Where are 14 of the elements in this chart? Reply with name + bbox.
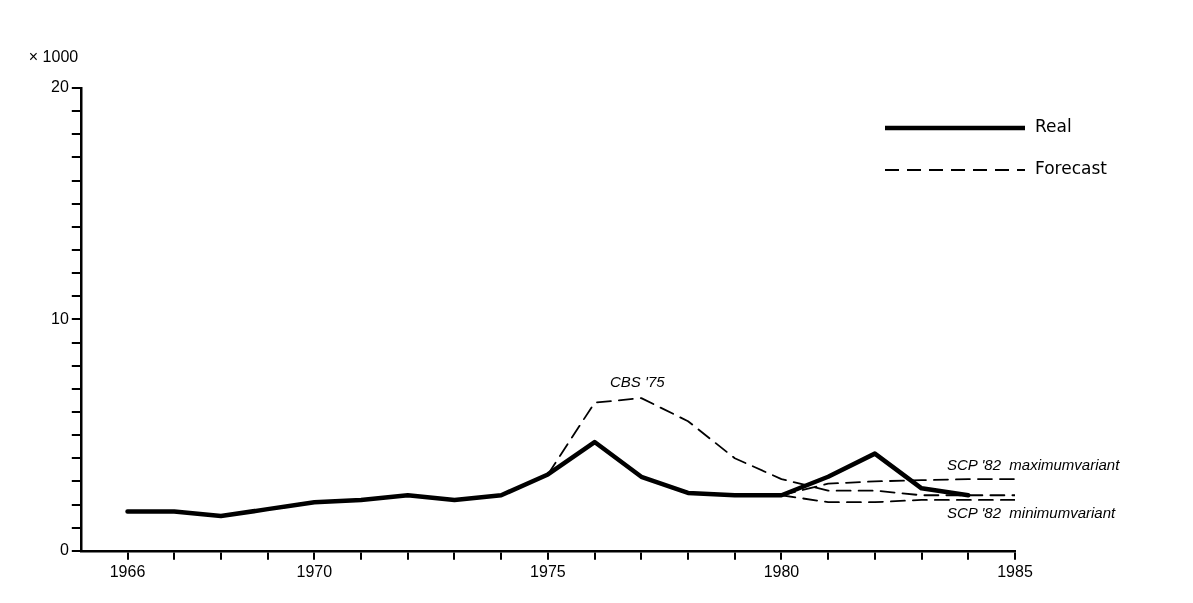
- y-tick-label: 0: [59, 541, 69, 559]
- y-tick-label: 10: [51, 309, 69, 327]
- annotation: SCP '82 minimumvariant: [947, 503, 1117, 521]
- text: Forecast: [1035, 158, 1108, 179]
- y-axis-title: × 1000: [28, 48, 79, 66]
- text: Real: [1035, 116, 1072, 137]
- x-tick-label: 1975: [530, 562, 566, 580]
- y-tick-label: 20: [51, 78, 69, 96]
- x-tick-label: 1966: [109, 562, 146, 580]
- annotation: SCP '82 maximumvariant: [947, 455, 1121, 473]
- x-tick-label: 1970: [296, 562, 333, 580]
- x-tick-label: 1985: [997, 562, 1033, 580]
- x-tick-label: 1980: [763, 562, 800, 580]
- annotation: CBS '75: [610, 372, 666, 390]
